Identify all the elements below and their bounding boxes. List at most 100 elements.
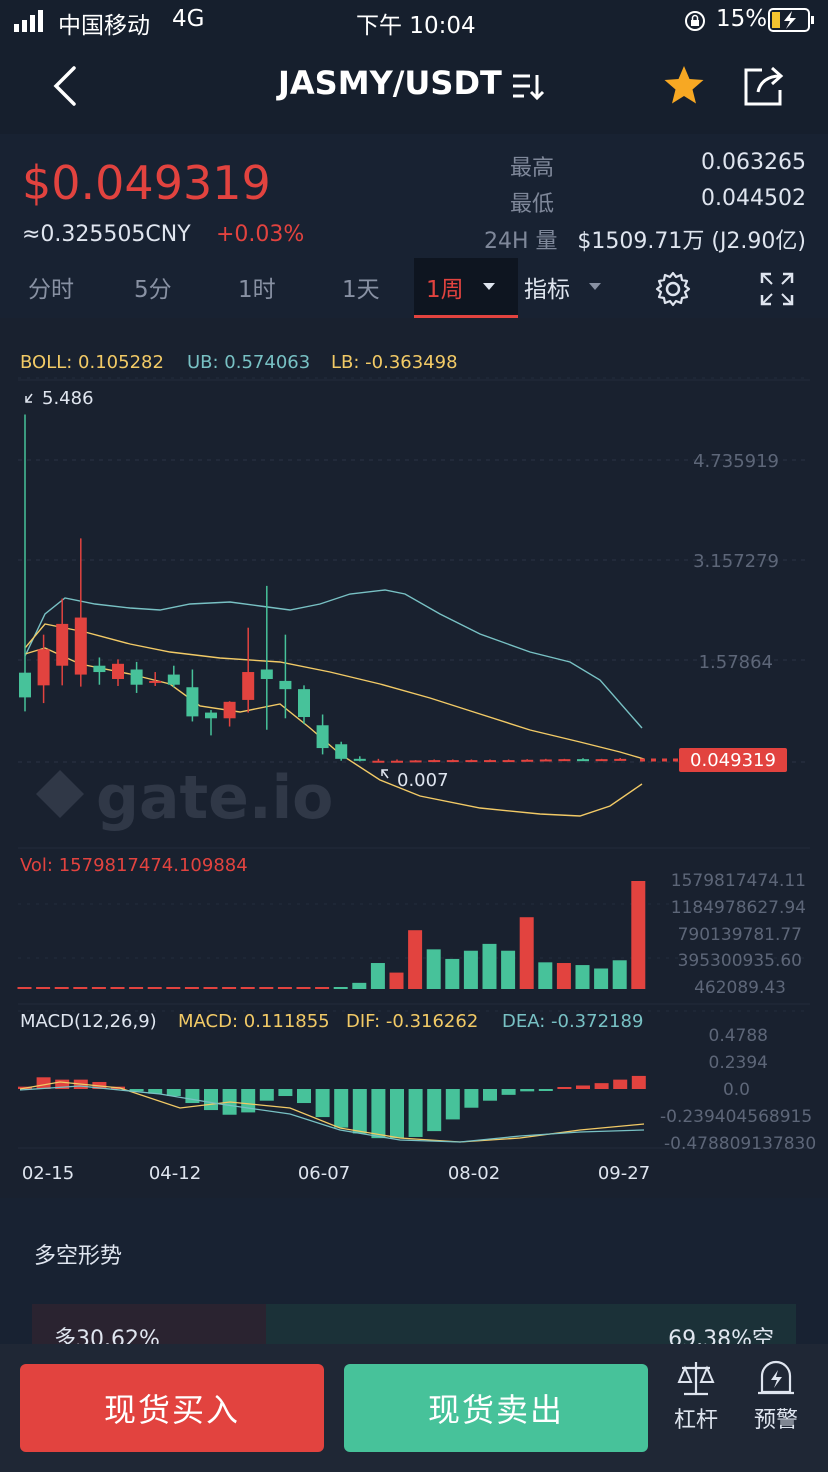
share-icon[interactable] [740,64,786,108]
macd-bar [55,1079,70,1089]
candle-body [614,758,627,761]
macd-bar [129,1089,144,1092]
macd-bar [576,1085,590,1089]
volume-bar [110,987,125,989]
volume-bar [36,987,51,989]
fullscreen-icon[interactable] [760,272,794,306]
candle-body [37,649,50,686]
battery-percent: 15% [716,6,768,32]
macd-y-tick: -0.478809137830 [664,1134,816,1154]
tab-1week-label: 1周 [426,277,464,303]
low-label: 最低 [510,192,555,217]
macd-y-tick: 0.2394 [709,1053,768,1073]
battery-icon [768,8,814,32]
macd-bar [445,1089,460,1120]
macd-bar [631,1075,646,1089]
volume-bar [222,987,237,989]
settings-gear-icon[interactable] [654,270,692,308]
macd-bar [297,1089,311,1104]
star-icon[interactable] [662,64,706,106]
max-price-label: 5.486 [42,388,94,409]
caret-down-icon [589,283,601,290]
volume-bar [445,958,460,989]
dif-value: DIF: -0.316262 [346,1011,478,1032]
macd-bar [352,1089,367,1134]
macd-bar [371,1089,386,1139]
macd-bar [166,1089,181,1097]
back-icon[interactable] [50,66,80,106]
candlestick-chart[interactable]: gate.io BOLL: 0.105282 UB: 0.574063 LB: … [0,318,828,1198]
tab-5min[interactable]: 5分 [134,277,172,303]
volume-bar [612,960,627,989]
candle-body [502,760,515,763]
candle-body [223,701,236,719]
tab-timeline[interactable]: 分时 [28,277,74,303]
arrow-down-left-icon [25,393,33,403]
current-price-text: 0.049319 [690,750,776,771]
leverage-label: 杠杆 [673,1408,718,1433]
macd-y-tick: 0.0 [723,1080,750,1100]
macd-bar [538,1089,553,1091]
x-tick: 08-02 [448,1163,500,1184]
status-bar: 中国移动 4G 下午 10:04 15% [0,0,828,44]
volume-bar [538,962,553,989]
min-price-label: 0.007 [397,770,449,791]
volume-label: Vol: 1579817474.109884 [20,855,248,876]
candle-body [391,760,403,763]
boll-upper-line [24,589,643,729]
pair-title[interactable]: JASMY/USDT [278,64,502,102]
chart-area[interactable]: gate.io BOLL: 0.105282 UB: 0.574063 LB: … [0,318,828,1198]
alert-bell-icon [758,1360,794,1395]
volume-bar [631,881,646,989]
macd-bar [464,1089,479,1108]
macd-bar [408,1089,423,1137]
spot-buy-button[interactable]: 现货买入 [20,1364,324,1452]
candle-body [167,674,180,685]
candle-body [19,672,31,698]
vol-y-tick: 395300935.60 [678,951,802,971]
active-tab-underline [414,315,518,318]
volume-bar [519,917,534,989]
spot-sell-button[interactable]: 现货卖出 [344,1364,648,1452]
volume-bar [91,987,106,989]
volume-bar [463,950,478,989]
macd-bar [613,1079,628,1089]
leverage-button[interactable]: 杠杆 [666,1360,726,1434]
volume-label: 24H 量 [484,229,558,254]
scale-icon [677,1362,715,1396]
price-alert-button[interactable]: 预警 [746,1360,806,1434]
macd-y-tick: 0.4788 [709,1026,768,1046]
candle-body [56,623,69,666]
candle-body [521,759,534,762]
high-label: 最高 [510,156,555,181]
volume-bar [426,949,441,989]
candle-body [446,760,459,763]
macd-bar [148,1089,163,1094]
x-tick: 09-27 [598,1163,650,1184]
candle-body [484,760,496,763]
arrow-up-left-icon [381,769,389,779]
volume-bar [240,987,255,989]
macd-params: MACD(12,26,9) [20,1011,157,1032]
candle-body [279,680,292,690]
volume-bar [482,943,497,989]
carrier: 中国移动 [58,13,150,39]
long-short-title: 多空形势 [34,1244,123,1269]
cny-price: ≈0.325505CNY [22,222,191,247]
candle-body [465,760,478,763]
low-value: 0.044502 [701,186,806,211]
boll-middle-line [24,623,645,760]
dea-line [19,1085,645,1143]
candle-body [260,669,273,680]
swap-list-icon[interactable] [510,72,546,102]
tab-1hour[interactable]: 1时 [238,277,276,303]
candle-body [539,759,552,762]
tab-1day[interactable]: 1天 [342,277,380,303]
long-short-bar: 多30.62% 69.38%空 [32,1304,796,1352]
volume-bar [594,968,609,989]
tab-1week[interactable]: 1周 [414,258,518,318]
candle-body [298,689,310,718]
indicator-menu[interactable]: 指标 [524,277,570,303]
volume-bar [147,987,162,989]
volume-bar [259,987,274,989]
